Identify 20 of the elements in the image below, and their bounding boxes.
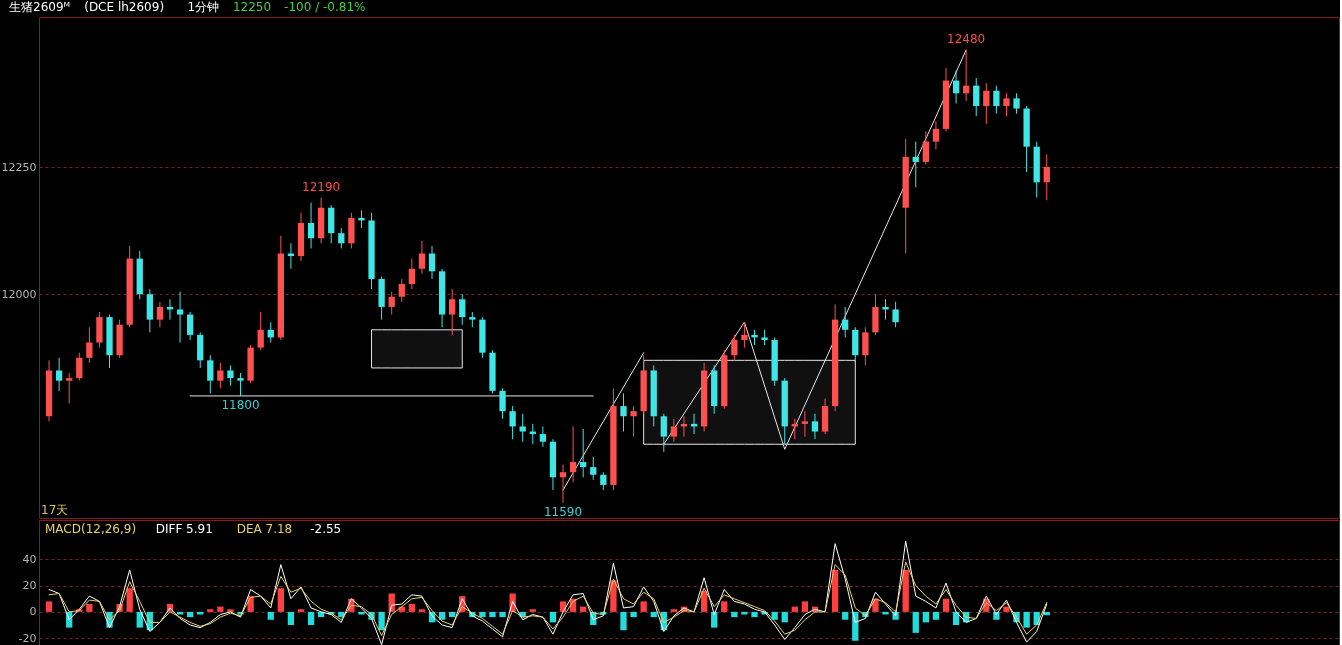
annotation: 11800	[221, 397, 260, 412]
text: DEA 7.18	[236, 522, 293, 536]
y-tick-label: 0	[29, 605, 37, 619]
annotation: 12480	[947, 32, 986, 47]
x-axis-title: 17天	[41, 503, 69, 517]
annotation: -2.55	[310, 522, 342, 536]
y-tick-label: 12250	[1, 160, 37, 174]
chart-title: MACD(12,26,9)	[45, 522, 137, 536]
annotation: 12190	[302, 179, 341, 194]
text: 1分钟	[187, 0, 220, 14]
y-tick-label: 20	[22, 579, 37, 593]
text: -100 / -0.81%	[284, 0, 366, 14]
text: DIFF 5.91	[155, 522, 213, 536]
y-tick-label: -20	[18, 631, 37, 645]
chart-subtitle: (DCE lh2609)	[84, 0, 165, 14]
y-tick-label: 12000	[1, 287, 37, 301]
y-tick-label: 40	[22, 552, 37, 566]
annotation: 11590	[543, 504, 583, 519]
text: 12250	[232, 0, 272, 14]
chart-title: 生猪2609ᴹ	[9, 0, 71, 14]
